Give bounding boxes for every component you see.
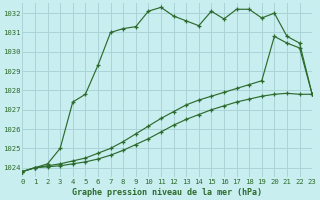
X-axis label: Graphe pression niveau de la mer (hPa): Graphe pression niveau de la mer (hPa): [72, 188, 262, 197]
